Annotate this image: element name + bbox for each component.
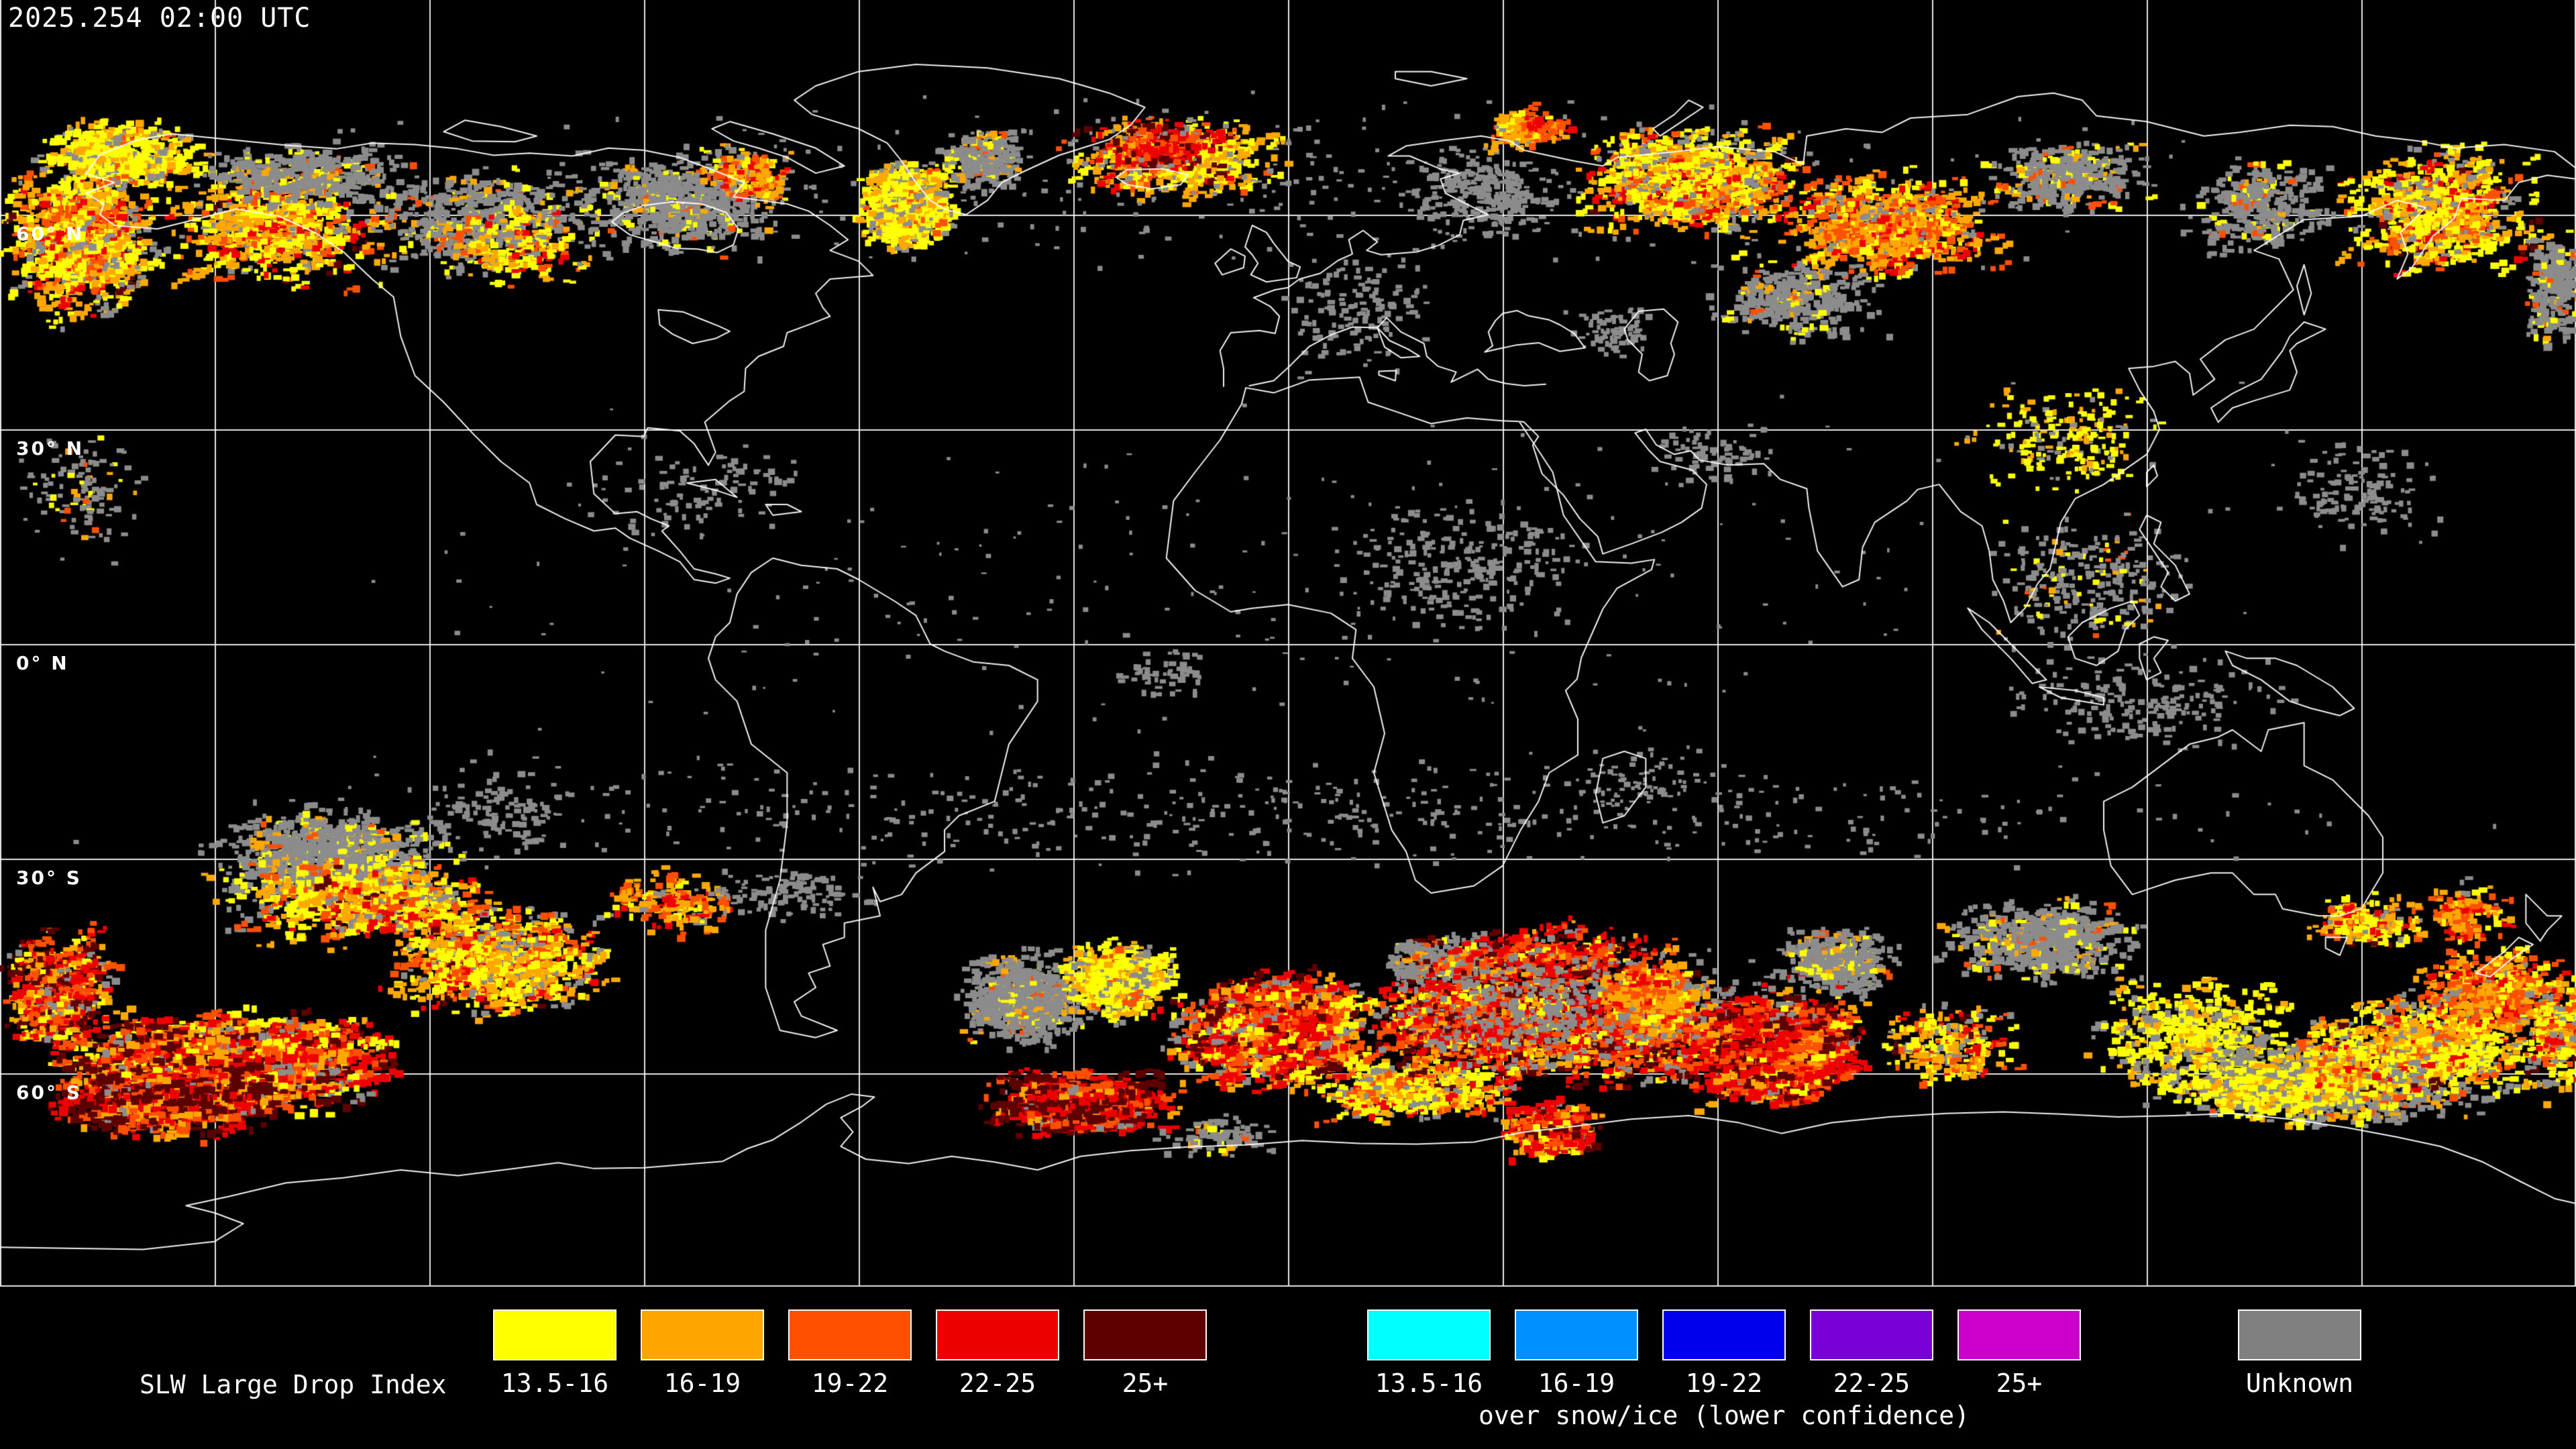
legend-item-slw-3: 19-22	[788, 1309, 912, 1398]
legend-item-snow-5: 25+	[1957, 1309, 2081, 1398]
swatch-snow-22-25	[1810, 1309, 1933, 1360]
swatch-label: 13.5-16	[500, 1368, 609, 1398]
swatch-label: 13.5-16	[1375, 1368, 1483, 1398]
legend-item-slw-1: 13.5-16	[493, 1309, 616, 1398]
swatch-label: 19-22	[1685, 1368, 1763, 1398]
lat-label-0n: 0° N	[16, 652, 69, 674]
lat-label-30s: 30° S	[16, 867, 82, 889]
swatch-snow-25plus	[1957, 1309, 2081, 1360]
legend-snow-caption: over snow/ice (lower confidence)	[1478, 1401, 1970, 1430]
swatch-slw-19-22	[788, 1309, 912, 1360]
legend-title: SLW Large Drop Index	[140, 1370, 447, 1399]
legend-item-snow-3: 19-22	[1662, 1309, 1786, 1398]
lat-label-30n: 30° N	[16, 437, 85, 460]
legend-item-unknown: Unknown	[2238, 1309, 2361, 1398]
swatch-label: 16-19	[1538, 1368, 1615, 1398]
legend-item-slw-5: 25+	[1083, 1309, 1207, 1398]
legend-item-slw-2: 16-19	[641, 1309, 764, 1398]
swatch-label: 19-22	[811, 1368, 889, 1398]
timestamp-label: 2025.254 02:00 UTC	[8, 3, 311, 34]
legend-item-slw-4: 22-25	[936, 1309, 1059, 1398]
swatch-slw-22-25	[936, 1309, 1059, 1360]
legend-item-snow-2: 16-19	[1515, 1309, 1638, 1398]
swatch-slw-16-19	[641, 1309, 764, 1360]
swatch-label: 16-19	[663, 1368, 741, 1398]
swatch-label: 25+	[1996, 1368, 2043, 1398]
legend-item-snow-4: 22-25	[1810, 1309, 1933, 1398]
swatch-slw-13.5-16	[493, 1309, 616, 1360]
swatch-label: 22-25	[1833, 1368, 1911, 1398]
swatch-label: 22-25	[959, 1368, 1036, 1398]
world-map-canvas	[0, 0, 2576, 1288]
swatch-slw-25plus	[1083, 1309, 1207, 1360]
swatch-label: Unknown	[2245, 1368, 2354, 1398]
swatch-label: 25+	[1122, 1368, 1169, 1398]
swatch-snow-16-19	[1515, 1309, 1638, 1360]
swatch-unknown	[2238, 1309, 2361, 1360]
lat-label-60s: 60° S	[16, 1081, 82, 1104]
swatch-snow-19-22	[1662, 1309, 1786, 1360]
lat-label-60n: 60° N	[16, 223, 85, 245]
legend-item-snow-1: 13.5-16	[1367, 1309, 1491, 1398]
swatch-snow-13.5-16	[1367, 1309, 1491, 1360]
legend: SLW Large Drop Index 13.5-16 16-19 19-22…	[0, 1288, 2576, 1449]
